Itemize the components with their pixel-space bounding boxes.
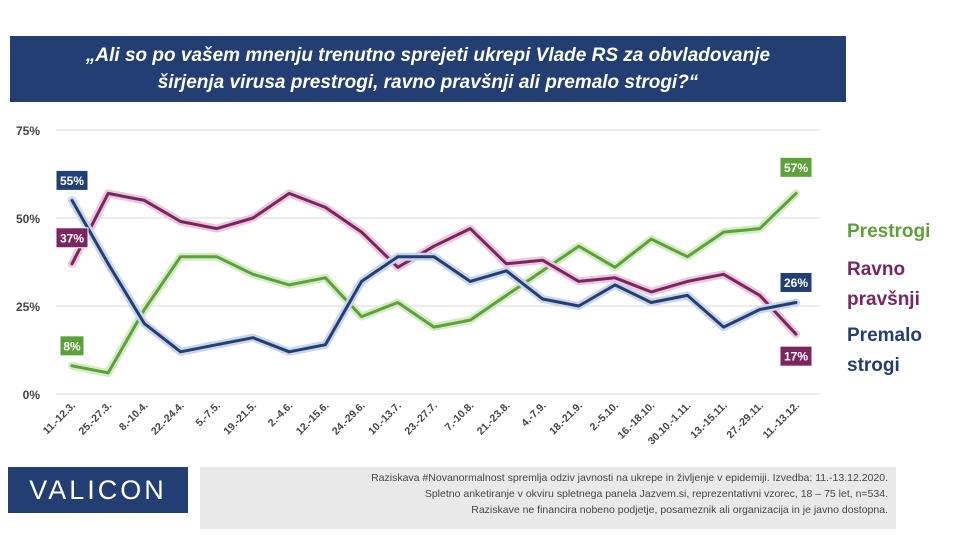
x-tick-label: 25.-27.3. bbox=[77, 400, 115, 438]
x-tick-label: 12.-15.6. bbox=[294, 400, 332, 438]
y-tick-label: 25% bbox=[16, 300, 40, 314]
data-label-first-premalo-strogi: 55% bbox=[60, 174, 84, 188]
series-line-ravno-prav-nji bbox=[70, 191, 798, 336]
chart-title: „Ali so po vašem mnenju trenutno sprejet… bbox=[10, 36, 846, 102]
x-tick-label: 5.-7.5. bbox=[193, 400, 223, 430]
x-tick-label: 11.-12.3. bbox=[41, 400, 78, 437]
x-tick-label: 22.-24.4. bbox=[149, 400, 187, 438]
x-tick-label: 4.-7.9. bbox=[519, 400, 549, 430]
x-tick-label: 21.-23.8. bbox=[475, 400, 513, 438]
legend-prestrogi: Prestrogi bbox=[847, 221, 930, 242]
legend-premalo-line-2: strogi bbox=[847, 355, 900, 376]
x-tick-label: 24.-29.6. bbox=[330, 400, 368, 438]
x-tick-label: 18.-21.9. bbox=[547, 400, 585, 438]
data-label-last-ravno-prav-nji-box bbox=[779, 345, 813, 367]
legend-ravno-line-2: pravšnji bbox=[847, 289, 920, 310]
line-chart: 0% 25% 50% 75% 11.-12.3.25.-27.3. 8.-10.4.22.… bbox=[16, 124, 930, 447]
data-label-first-ravno-prav-nji-box bbox=[55, 227, 89, 249]
x-tick-label: 27.-29.11. bbox=[724, 400, 766, 442]
data-label-first-prestrogi: 8% bbox=[63, 339, 81, 353]
x-tick-label: 19.-21.5. bbox=[221, 400, 259, 438]
chart-title-line-1: „Ali so po vašem mnenju trenutno sprejet… bbox=[85, 45, 771, 66]
series-line-premalo-strogi bbox=[70, 198, 798, 354]
x-tick-label: 23.-27.7. bbox=[402, 400, 440, 438]
chart-title-line-2: širjenja virusa prestrogi, ravno pravšnj… bbox=[157, 72, 699, 93]
valicon-logo: VALICON bbox=[8, 467, 188, 513]
data-label-last-premalo-strogi: 26% bbox=[784, 276, 808, 290]
data-label-first-ravno-prav-nji: 37% bbox=[60, 231, 84, 245]
legend-premalo-line-1: Premalo bbox=[847, 325, 922, 346]
legend-ravno-line-1: Ravno bbox=[847, 259, 905, 280]
data-label-first-premalo-strogi-box bbox=[55, 169, 89, 191]
footnote: Raziskava #Novanormalnost spremlja odziv… bbox=[200, 467, 896, 529]
y-tick-label: 50% bbox=[16, 212, 40, 226]
x-tick-label: 10.-13.7. bbox=[366, 400, 404, 438]
series-line-prestrogi bbox=[70, 191, 798, 375]
series-glow-ravno-prav-nji bbox=[68, 189, 800, 339]
data-label-first-prestrogi-box bbox=[59, 335, 85, 357]
data-label-last-prestrogi-box bbox=[779, 156, 813, 178]
x-tick-label: 13.-15.11. bbox=[688, 400, 730, 442]
footnote-line-2: Spletno anketiranje v okviru spletnega p… bbox=[424, 488, 888, 500]
x-tick-label: 7.-10.8. bbox=[443, 400, 477, 434]
x-tick-label: 8.-10.4. bbox=[117, 400, 151, 434]
y-tick-label: 75% bbox=[16, 124, 40, 138]
y-tick-label: 0% bbox=[23, 388, 41, 402]
x-tick-label: 11.-13.12. bbox=[761, 400, 803, 442]
footnote-line-1: Raziskava #Novanormalnost spremlja odziv… bbox=[371, 472, 888, 484]
data-label-last-prestrogi: 57% bbox=[784, 161, 808, 175]
footnote-line-3: Raziskave ne financira nobeno podjetje, … bbox=[471, 504, 888, 516]
data-label-last-premalo-strogi-box bbox=[779, 271, 813, 293]
x-tick-label: 2.-4.6. bbox=[266, 400, 296, 430]
x-tick-label: 2.-5.10. bbox=[587, 400, 621, 434]
data-label-last-ravno-prav-nji: 17% bbox=[784, 350, 808, 364]
